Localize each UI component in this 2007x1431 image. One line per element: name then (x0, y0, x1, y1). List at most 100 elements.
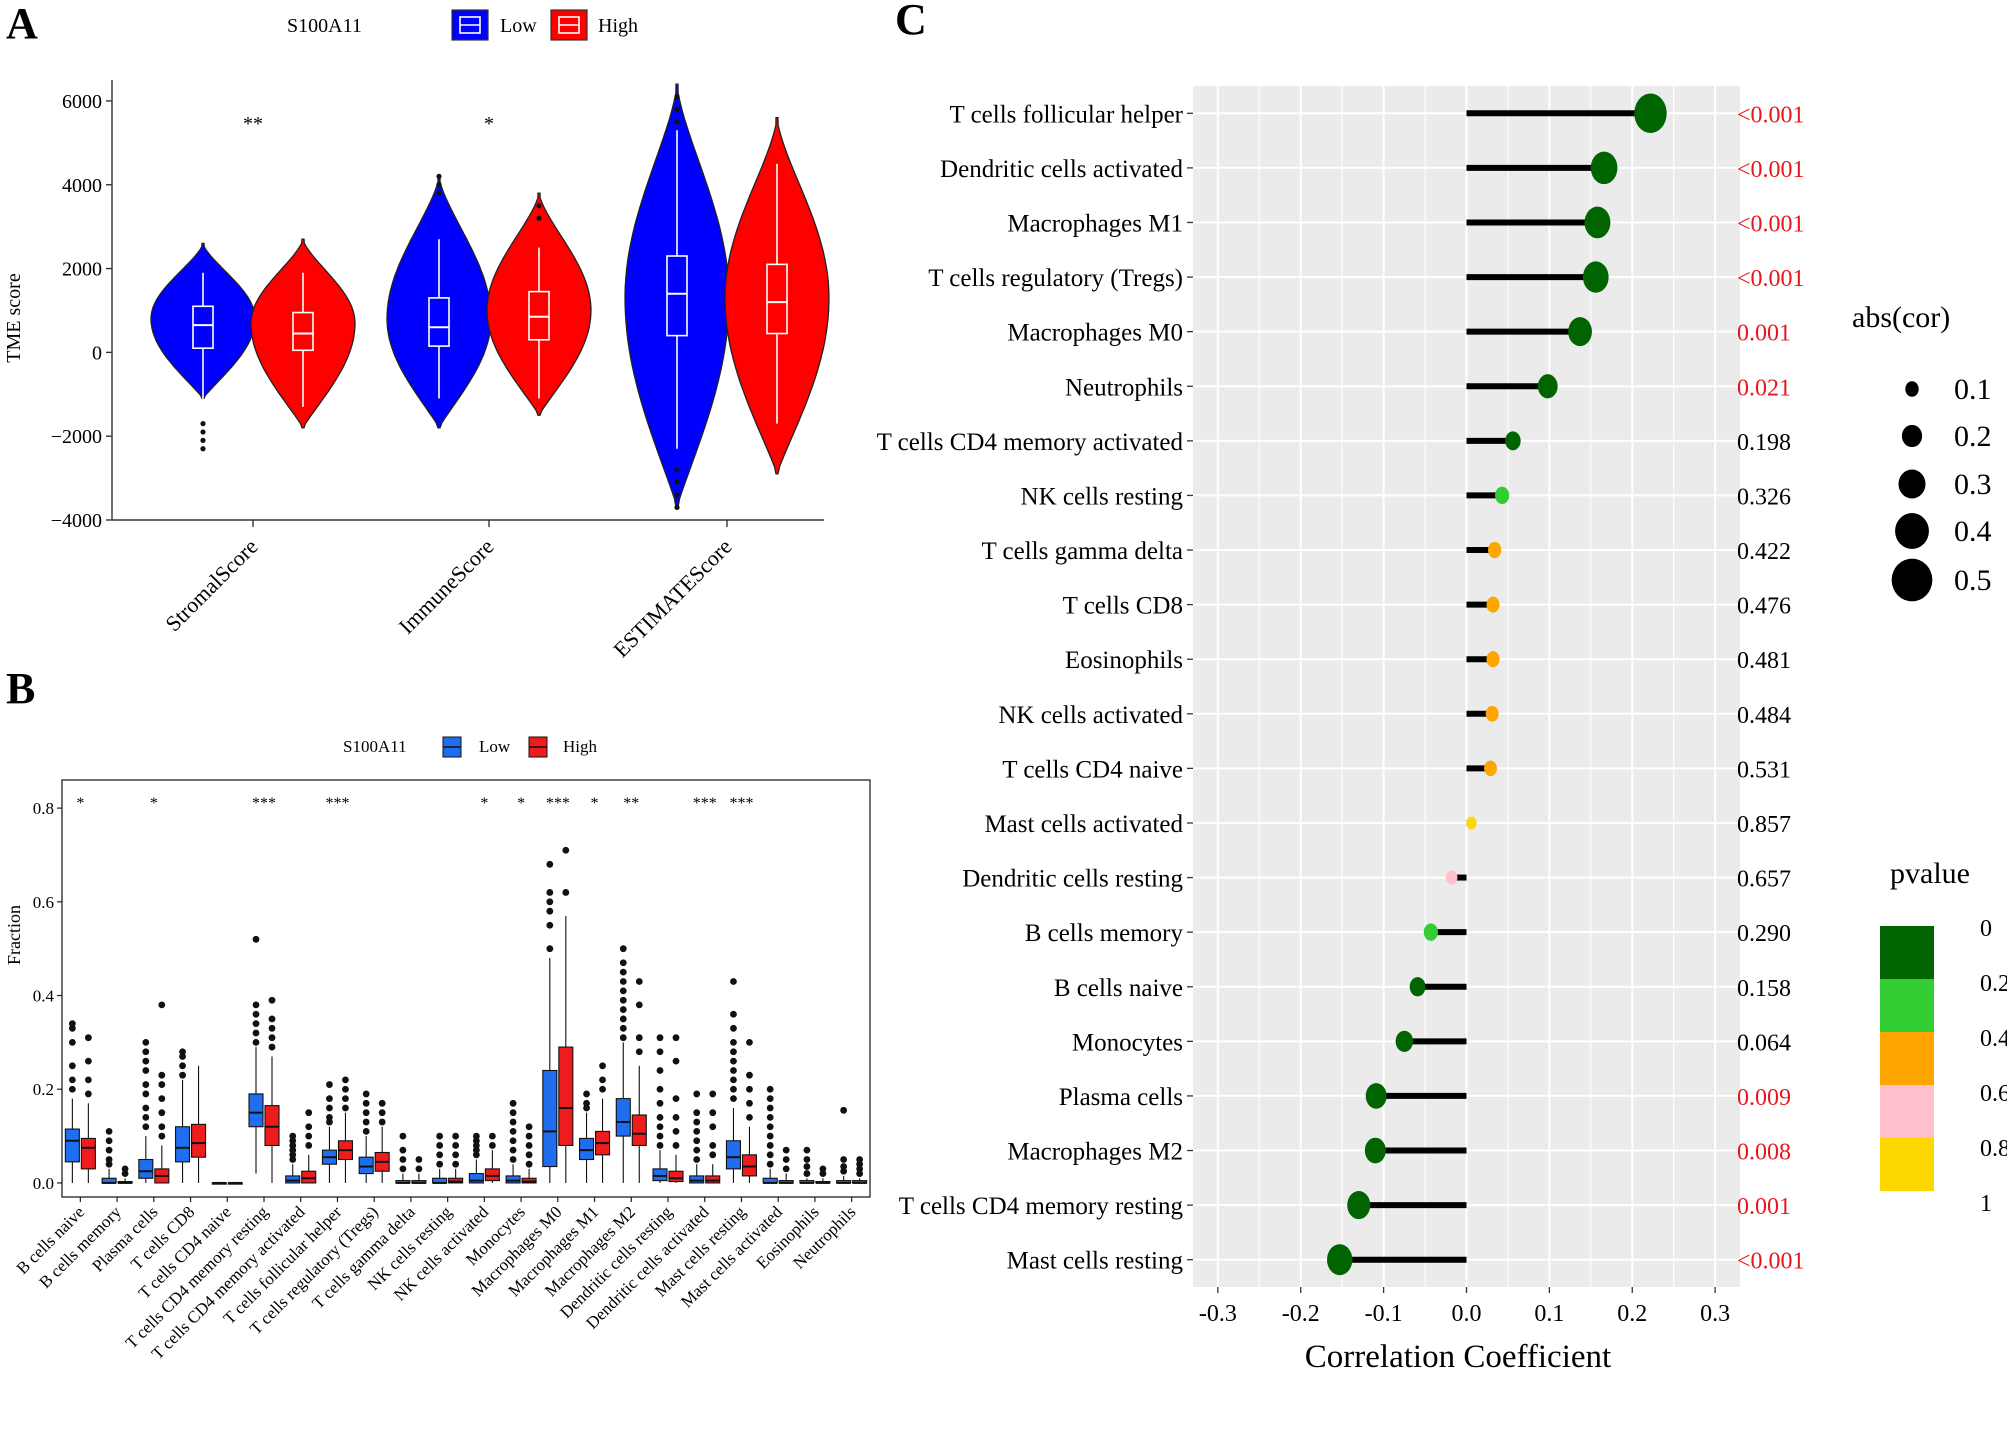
pvalue-label: 0.476 (1737, 594, 1791, 620)
violin-a-low (386, 175, 492, 429)
lollipop-head (1423, 923, 1438, 941)
outlier-b (619, 945, 627, 953)
outlier-b (158, 1001, 166, 1009)
axis-b-y-tick-label: 0.2 (33, 1080, 54, 1099)
plot-area-c: -0.3 -0.2 -0.1 0.0 0.1 0.2 0.3 T cells follicul… (877, 86, 1805, 1327)
outlier-b (68, 1076, 76, 1084)
outlier-b (525, 1142, 533, 1149)
axis-c-y-tick-label: T cells follicular helper (950, 101, 1184, 128)
outlier-b (840, 1167, 848, 1175)
outlier-b (599, 1085, 606, 1093)
outlier-b (656, 1123, 664, 1131)
outlier-b (305, 1123, 313, 1131)
outlier-b (105, 1160, 113, 1168)
outlier-b (766, 1132, 774, 1140)
outlier-b (378, 1099, 386, 1107)
outlier-b (142, 1104, 150, 1112)
outlier-b (158, 1095, 166, 1103)
axis-c-y-tick-label: T cells CD4 naive (1002, 756, 1183, 783)
outlier-b (619, 959, 627, 967)
outlier-b (672, 1128, 680, 1135)
outlier-b (179, 1048, 186, 1056)
pvalue-label: 0.198 (1737, 430, 1791, 456)
outlier-b (452, 1142, 460, 1149)
outlier-a (200, 446, 206, 452)
axis-b-y-tick-label: 0.0 (33, 1174, 54, 1193)
outlier-b (472, 1142, 480, 1149)
lollipop-head (1568, 317, 1592, 347)
outlier-b (509, 1156, 517, 1163)
box-b-high (264, 1105, 280, 1147)
outlier-b (452, 1132, 460, 1140)
outlier-b (619, 1006, 627, 1013)
outlier-b (252, 1029, 260, 1037)
outlier-b (121, 1170, 129, 1177)
outlier-b (672, 1095, 680, 1103)
outlier-b (289, 1137, 297, 1145)
box-b-high (558, 1046, 574, 1147)
outlier-b (142, 1057, 150, 1065)
box-a-low (666, 255, 688, 337)
lollipop-head (1347, 1191, 1371, 1220)
outlier-b (546, 921, 554, 929)
outlier-b (693, 1156, 701, 1163)
outlier-b (619, 1015, 627, 1023)
outlier-b (766, 1095, 774, 1103)
outlier-b (730, 1076, 737, 1084)
axis-a-x-tick-label: ESTIMATEScore (608, 534, 736, 662)
outlier-b (326, 1104, 333, 1112)
lollipop-head (1486, 651, 1500, 668)
outlier-b (378, 1109, 386, 1117)
outlier-b (305, 1132, 313, 1140)
axis-c-y-tick-label: Macrophages M1 (1007, 210, 1183, 237)
axis-c-x-tick-label: 0.3 (1700, 1301, 1730, 1327)
outlier-b (342, 1085, 349, 1093)
legend-color-label: 0.6 (1980, 1081, 2007, 1107)
outlier-b (546, 860, 554, 868)
box-b-high (631, 1114, 647, 1147)
outlier-b (342, 1076, 349, 1084)
outlier-b (509, 1137, 517, 1145)
box-b-low (174, 1126, 191, 1163)
outlier-b (472, 1151, 480, 1159)
outlier-b (525, 1132, 533, 1140)
legend-size-label: 0.3 (1954, 468, 1992, 501)
outlier-b (105, 1156, 113, 1163)
outlier-b (656, 1048, 664, 1056)
legend-size-dot (1905, 381, 1919, 397)
axis-c-y-tick-label: T cells CD4 memory activated (877, 429, 1184, 456)
outlier-b (121, 1165, 129, 1173)
outlier-b (746, 1085, 753, 1093)
outlier-b (399, 1146, 407, 1154)
axis-b-ylabel: Fraction (4, 905, 24, 965)
box-b-low (725, 1140, 742, 1170)
outlier-b (562, 846, 570, 854)
legend-color-segment (1880, 979, 1934, 1032)
outlier-a (536, 203, 542, 209)
outlier-b (656, 1132, 664, 1140)
outlier-b (415, 1156, 423, 1163)
outlier-b (546, 889, 554, 896)
lollipop-head (1445, 870, 1458, 885)
outlier-b (342, 1095, 349, 1103)
pvalue-label: 0.857 (1737, 812, 1791, 838)
outlier-b (730, 978, 737, 985)
outlier-b (488, 1142, 496, 1149)
axis-c-y-tick-label: NK cells activated (998, 702, 1183, 729)
box-b-high (705, 1175, 721, 1184)
axis-a-ylabel: TME score (3, 273, 25, 363)
outlier-b (635, 1048, 643, 1056)
axis-a-y-tick-label: 6000 (62, 91, 102, 113)
significance-marker-b: *** (729, 795, 753, 812)
outlier-b (142, 1067, 150, 1074)
outlier-b (399, 1165, 407, 1173)
box-b-low (689, 1175, 705, 1184)
axis-c-y-tick-label: T cells regulatory (Tregs) (928, 265, 1183, 292)
box-b-low (138, 1158, 154, 1179)
lollipop-head (1495, 486, 1510, 505)
legend-color-title: pvalue (1890, 857, 1970, 890)
outlier-b (583, 1099, 590, 1107)
outlier-b (619, 996, 627, 1004)
outlier-b (693, 1090, 701, 1098)
outlier-b (179, 1071, 186, 1079)
